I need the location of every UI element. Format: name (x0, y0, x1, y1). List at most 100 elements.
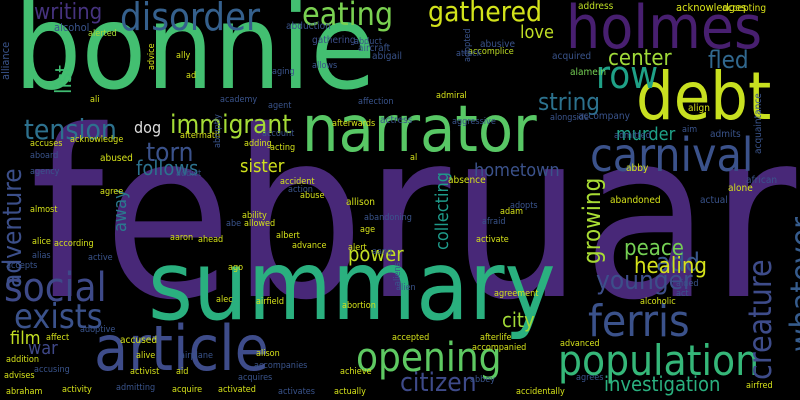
cloud-word-alias: alias (32, 251, 51, 261)
cloud-word-admiral: admiral (436, 91, 467, 101)
cloud-word-ahead: ahead (198, 235, 224, 245)
cloud-word-opening: opening (356, 335, 502, 381)
cloud-word-activity: activity (62, 385, 92, 395)
cloud-word-adoptive: adoptive (80, 325, 116, 335)
cloud-word-investigation: investigation (604, 372, 721, 396)
cloud-word-aftermath: aftermath (180, 131, 221, 141)
cloud-word-acquires: acquires (238, 373, 273, 383)
cloud-word-aggressive: aggressive (452, 117, 496, 127)
cloud-word-activates: activates (278, 387, 315, 397)
cloud-word-list: list (52, 64, 77, 94)
cloud-word-accused: accused (120, 335, 158, 346)
cloud-word-admitted: admitted (614, 131, 651, 141)
cloud-word-acquired: acquired (552, 51, 592, 62)
cloud-word-debt: debt (636, 58, 772, 135)
cloud-word-addict: addict (176, 169, 202, 179)
cloud-word-adam: adam (500, 207, 523, 217)
cloud-word-addition: addition (6, 355, 40, 365)
cloud-word-peace: peace (624, 236, 684, 261)
cloud-word-action: action (288, 185, 313, 195)
cloud-word-aid: aid (176, 367, 189, 377)
cloud-word-afraid: afraid (482, 217, 506, 227)
cloud-word-advice: advice (147, 43, 157, 70)
cloud-word-abruptly: abruptly (213, 114, 223, 148)
cloud-word-dog: dog (134, 118, 162, 137)
cloud-word-accompanied: accompanied (472, 343, 527, 353)
cloud-word-advanced: advanced (560, 339, 600, 349)
cloud-word-alamein: alamein (570, 67, 607, 78)
cloud-word-narrator: narrator (302, 93, 537, 167)
cloud-word-creature: creature (741, 259, 779, 380)
cloud-word-accident: accident (280, 177, 315, 187)
cloud-word-advance: advance (292, 241, 327, 251)
cloud-word-alice: alice (32, 237, 51, 247)
cloud-word-agreement: agreement (494, 289, 539, 299)
cloud-word-attack: attack (456, 49, 482, 59)
cloud-word-alcoholic: alcoholic (640, 297, 676, 307)
cloud-word-ally: ally (176, 51, 191, 61)
cloud-word-affection: affection (358, 97, 394, 107)
cloud-word-accepts: accepts (6, 261, 38, 271)
cloud-word-abraham: abraham (6, 387, 43, 397)
cloud-word-align: align (688, 103, 710, 114)
cloud-word-agrees: agrees (576, 373, 604, 383)
cloud-word-disorder: disorder (120, 0, 261, 39)
cloud-word-healing: healing (634, 254, 707, 279)
cloud-word-whatever: whatever (783, 216, 800, 352)
cloud-word-string: string (538, 88, 600, 116)
cloud-word-carnival: carnival (590, 128, 754, 182)
cloud-word-afterlife: afterlife (480, 333, 512, 343)
cloud-word-ability: ability (242, 211, 267, 221)
cloud-word-torn: torn (146, 138, 194, 168)
cloud-word-airfield: airfield (256, 297, 285, 307)
cloud-word-abbey: abbey (470, 375, 496, 385)
cloud-word-alerted: alerted (88, 29, 117, 39)
cloud-word-february: february (30, 81, 800, 351)
cloud-word-airfred: airfred (746, 381, 773, 391)
cloud-word-aboard: aboard (30, 151, 59, 161)
cloud-word-alone: alone (728, 183, 753, 194)
cloud-word-accepting: accepting (722, 3, 767, 14)
cloud-word-african: african (746, 175, 778, 186)
cloud-word-adopts: adopts (510, 201, 538, 211)
cloud-word-accepted: accepted (392, 333, 430, 343)
cloud-word-social: social (4, 265, 107, 311)
cloud-word-alien: alien (396, 283, 416, 293)
cloud-word-actress: actress (380, 115, 413, 126)
cloud-word-abortion: abortion (342, 301, 376, 311)
cloud-word-affect: affect (46, 333, 70, 343)
cloud-word-city: city (502, 308, 535, 332)
cloud-word-abduction: abduction (286, 21, 331, 32)
cloud-word-acting: acting (270, 143, 296, 153)
cloud-word-allowed: allowed (244, 219, 276, 229)
cloud-word-alec: alec (216, 295, 233, 305)
cloud-word-agree: agree (100, 187, 124, 197)
cloud-word-war: war (28, 338, 58, 359)
cloud-word-admits: admits (710, 129, 741, 140)
cloud-word-according: according (54, 239, 94, 249)
cloud-word-exists: exists (14, 297, 103, 337)
cloud-word-adding: adding (244, 139, 272, 149)
cloud-word-aim: aim (682, 125, 698, 135)
cloud-word-accuses: accuses (30, 139, 63, 149)
cloud-word-abduct: abduct (354, 37, 383, 47)
cloud-word-row: row (596, 53, 659, 97)
cloud-word-achieve: achieve (340, 367, 372, 377)
cloud-word-gathering: gathering (312, 35, 356, 46)
cloud-word-bonnie: bonnie (14, 0, 376, 116)
cloud-word-alert: alert (348, 243, 367, 253)
cloud-word-absence: absence (448, 175, 486, 186)
cloud-word-advises: advises (4, 371, 35, 381)
cloud-word-fled: fled (708, 46, 749, 74)
cloud-word-abigail: abigail (372, 51, 402, 62)
cloud-word-abuse: abuse (300, 191, 325, 201)
cloud-word-tension: tension (24, 113, 117, 146)
cloud-word-account: account (262, 129, 295, 139)
cloud-word-summary: summary (148, 230, 556, 342)
cloud-word-alongside: alongside (550, 113, 590, 123)
cloud-word-active: active (88, 253, 113, 263)
cloud-word-ali: ali (90, 95, 100, 105)
cloud-word-film: film (10, 328, 41, 349)
cloud-word-aircraft: aircraft (358, 43, 391, 54)
cloud-word-accomplice: accomplice (468, 47, 514, 57)
